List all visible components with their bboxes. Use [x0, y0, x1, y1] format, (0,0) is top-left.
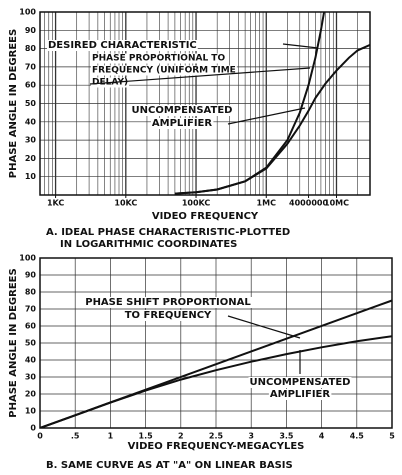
annotation-bg: [91, 65, 237, 76]
y-tick-label: 20: [25, 390, 37, 399]
caption: B. SAME CURVE AS AT "A" ON LINEAR BASIS: [46, 460, 293, 471]
annotation: UNCOMPENSATED: [132, 105, 233, 116]
plot-frame: [39, 11, 371, 196]
plot-frame: [39, 257, 393, 429]
x-tick-label: 4000000: [289, 199, 328, 208]
y-tick-label: 10: [25, 407, 37, 416]
y-tick-label: 70: [25, 62, 37, 71]
y-tick-label: 80: [25, 44, 37, 53]
x-tick-label: 5: [389, 432, 395, 441]
data-line: [174, 12, 326, 195]
data-line: [40, 335, 392, 428]
x-tick-label: 1: [108, 432, 114, 441]
x-tick-label: 1MC: [257, 199, 277, 208]
annotation: FREQUENCY (UNIFORM TIME: [92, 66, 236, 76]
y-tick-label: 30: [25, 373, 37, 382]
y-tick-label: 30: [25, 136, 37, 145]
y-tick-label: 40: [25, 356, 37, 365]
x-tick-label: .5: [71, 432, 80, 441]
y-tick-label: 90: [25, 271, 37, 280]
annotation: TO FREQUENCY: [125, 310, 212, 321]
x-axis-label: VIDEO FREQUENCY: [152, 211, 259, 222]
annotation: PHASE SHIFT PROPORTIONAL: [85, 297, 251, 308]
y-tick-label: 100: [19, 254, 36, 263]
y-tick-label: 10: [25, 172, 37, 181]
annotation-bg: [268, 389, 332, 400]
caption: A. IDEAL PHASE CHARACTERISTIC-PLOTTED: [46, 227, 290, 238]
x-axis-label: VIDEO FREQUENCY-MEGACYLES: [128, 441, 305, 452]
annotation: DESIRED CHARACTERISTIC: [48, 40, 197, 51]
caption: IN LOGARITHMIC COORDINATES: [60, 239, 237, 250]
annotation-bg: [248, 377, 352, 388]
x-tick-label: 4: [319, 432, 325, 441]
x-tick-label: 100KC: [182, 199, 211, 208]
y-tick-label: 100: [19, 8, 36, 17]
x-tick-label: 4.5: [350, 432, 365, 441]
y-tick-label: 50: [25, 339, 37, 348]
x-tick-label: 3.5: [279, 432, 294, 441]
x-tick-label: 10MC: [324, 199, 349, 208]
annotation-arrow: [227, 107, 306, 125]
y-tick-label: 80: [25, 288, 37, 297]
annotation: AMPLIFIER: [270, 389, 330, 400]
annotation-bg: [84, 297, 253, 308]
x-tick-label: 1.5: [139, 432, 154, 441]
y-tick-label: 40: [25, 117, 37, 126]
annotation: PHASE PROPORTIONAL TO: [92, 54, 225, 64]
x-tick-label: 0: [37, 432, 43, 441]
x-tick-label: 3: [248, 432, 254, 441]
y-axis-label: PHASE ANGLE IN DEGREES: [8, 29, 19, 178]
annotation-bg: [123, 310, 214, 321]
x-tick-label: 2.5: [209, 432, 224, 441]
annotation-bg: [91, 53, 227, 64]
annotation-arrow: [282, 43, 319, 49]
x-tick-label: 10KC: [114, 199, 137, 208]
annotation: AMPLIFIER: [152, 118, 212, 129]
x-tick-label: 1KC: [47, 199, 64, 208]
y-tick-label: 70: [25, 305, 37, 314]
y-tick-label: 20: [25, 154, 37, 163]
annotation: UNCOMPENSATED: [250, 377, 351, 388]
y-tick-label: 60: [25, 81, 37, 90]
y-tick-label: 50: [25, 99, 37, 108]
y-tick-label: 60: [25, 322, 37, 331]
annotation-bg: [130, 105, 234, 116]
annotation-bg: [47, 40, 198, 51]
annotation-arrow: [89, 67, 311, 85]
y-tick-label: 0: [30, 424, 36, 433]
y-axis-label: PHASE ANGLE IN DEGREES: [8, 268, 19, 417]
y-tick-label: 90: [25, 26, 37, 35]
annotation-bg: [150, 118, 214, 129]
data-line: [174, 43, 370, 195]
x-tick-label: 2: [178, 432, 184, 441]
annotation-arrow: [227, 315, 301, 339]
